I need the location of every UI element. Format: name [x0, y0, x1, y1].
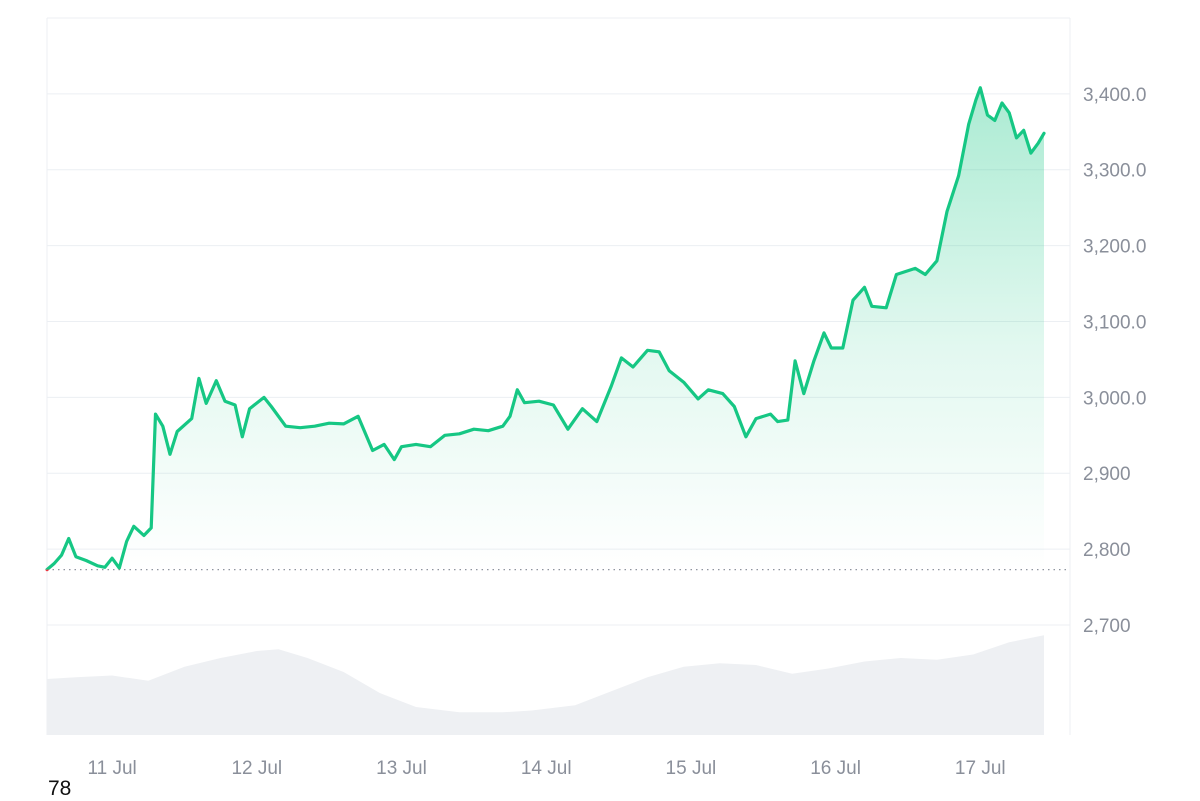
y-tick-label: 2,700 — [1083, 616, 1131, 637]
y-tick-label: 3,100.0 — [1083, 312, 1146, 333]
x-tick-label: 14 Jul — [521, 758, 572, 779]
x-tick-label: 12 Jul — [231, 758, 282, 779]
x-tick-label: 16 Jul — [810, 758, 861, 779]
y-tick-label: 2,900 — [1083, 464, 1131, 485]
price-area — [47, 88, 1044, 570]
x-tick-label: 11 Jul — [87, 758, 136, 779]
x-tick-label: 15 Jul — [666, 758, 717, 779]
y-tick-label: 3,200.0 — [1083, 237, 1146, 258]
x-tick-label: 13 Jul — [376, 758, 427, 779]
price-area-fill — [47, 88, 1044, 570]
y-tick-label: 2,800 — [1083, 540, 1131, 561]
volume-area — [47, 635, 1044, 735]
y-tick-label: 3,400.0 — [1083, 85, 1146, 106]
x-axis-ticks: 11 Jul 12 Jul 13 Jul 14 Jul 15 Jul 16 Jul 17 J… — [87, 758, 1005, 779]
volume-fill — [47, 635, 1044, 735]
y-axis-ticks: 3,400.0 3,300.0 3,200.0 3,100.0 3,000.0 2,900… — [1083, 85, 1146, 637]
corner-label: 78 — [48, 777, 71, 801]
x-tick-label: 17 Jul — [955, 758, 1006, 779]
y-tick-label: 3,300.0 — [1083, 161, 1146, 182]
y-tick-label: 3,000.0 — [1083, 388, 1146, 409]
